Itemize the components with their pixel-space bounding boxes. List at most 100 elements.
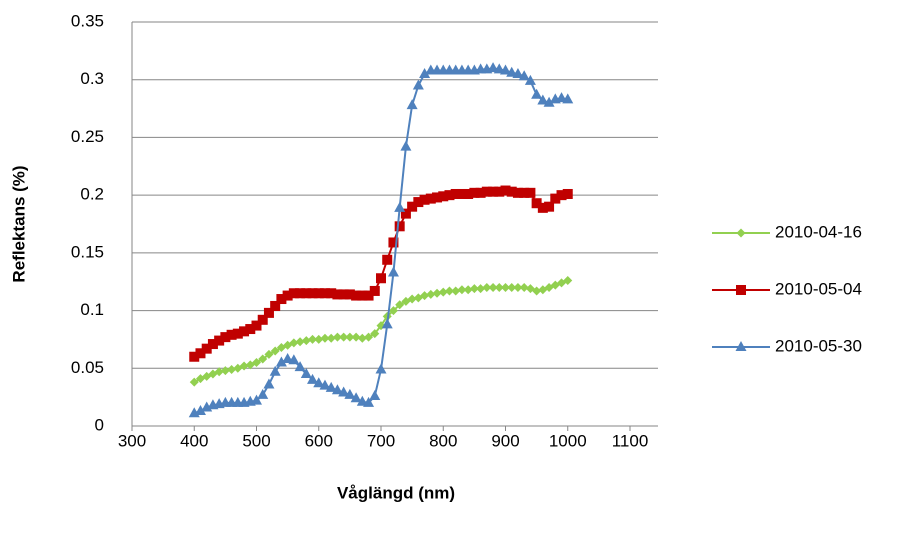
marker [432, 192, 443, 203]
marker [338, 386, 350, 397]
marker [195, 348, 206, 359]
marker [320, 333, 330, 343]
marker [357, 290, 368, 301]
marker [469, 284, 479, 294]
marker [189, 377, 199, 387]
marker [494, 282, 504, 292]
marker [406, 99, 418, 110]
marker [289, 338, 299, 348]
marker [388, 237, 399, 248]
marker [488, 282, 498, 292]
marker [300, 368, 312, 379]
marker [245, 324, 256, 335]
marker [332, 332, 342, 342]
marker [400, 140, 412, 151]
x-tick-label: 500 [242, 431, 270, 450]
marker [288, 354, 300, 365]
marker [339, 332, 349, 342]
marker [314, 334, 324, 344]
marker [501, 282, 510, 292]
marker [189, 351, 200, 362]
marker [381, 318, 393, 329]
marker [363, 290, 374, 301]
marker [227, 364, 237, 374]
marker [301, 336, 311, 346]
marker [257, 388, 269, 399]
marker [275, 356, 287, 367]
marker [332, 289, 343, 300]
marker [394, 221, 405, 232]
marker [463, 188, 474, 199]
marker [519, 282, 529, 292]
marker [351, 332, 361, 342]
marker [376, 273, 386, 284]
marker [736, 228, 746, 238]
marker [357, 333, 367, 343]
marker [214, 367, 224, 377]
marker [252, 358, 261, 368]
marker [257, 314, 268, 325]
y-axis-title: Reflektans (%) [9, 165, 28, 282]
marker [481, 186, 492, 197]
marker [338, 289, 349, 300]
marker [519, 187, 530, 198]
marker [544, 201, 555, 212]
marker [388, 306, 398, 316]
marker [370, 329, 380, 339]
x-tick-label: 700 [367, 431, 395, 450]
y-tick-label: 0.05 [71, 358, 104, 377]
marker [537, 94, 549, 105]
marker [325, 381, 337, 392]
marker [331, 384, 343, 395]
marker [313, 288, 324, 299]
marker [301, 288, 312, 299]
marker [556, 190, 567, 201]
marker [438, 191, 449, 202]
y-tick-label: 0.3 [80, 69, 104, 88]
marker [207, 339, 218, 350]
marker [308, 334, 318, 344]
marker [419, 67, 431, 78]
marker [444, 190, 455, 201]
marker [369, 285, 380, 296]
legend-label: 2010-05-30 [775, 336, 862, 355]
marker [220, 366, 230, 376]
marker [469, 187, 480, 198]
marker [550, 193, 561, 204]
marker [463, 285, 473, 295]
marker [500, 64, 511, 75]
x-axis-title: Våglängd (nm) [337, 483, 455, 502]
marker [282, 290, 293, 301]
marker [394, 201, 406, 212]
marker [457, 285, 467, 295]
marker [288, 288, 299, 299]
marker [735, 341, 747, 351]
marker [456, 188, 467, 199]
marker [512, 67, 524, 78]
marker [420, 291, 430, 301]
marker [251, 320, 262, 331]
marker [220, 332, 231, 343]
marker [313, 377, 325, 388]
marker [239, 326, 250, 337]
marker [319, 379, 331, 390]
marker [400, 208, 411, 219]
legend-label: 2010-05-04 [775, 279, 862, 298]
marker [395, 300, 405, 310]
marker [482, 282, 492, 292]
marker [524, 74, 536, 85]
marker [500, 185, 511, 196]
x-tick-label: 600 [305, 431, 333, 450]
marker [369, 389, 381, 400]
marker [476, 284, 486, 294]
marker [426, 289, 436, 299]
marker [506, 186, 517, 197]
marker [239, 361, 249, 371]
marker [419, 194, 430, 205]
marker [214, 335, 225, 346]
marker [294, 361, 306, 372]
x-tick-label: 900 [491, 431, 519, 450]
marker [531, 88, 543, 99]
marker [307, 373, 319, 384]
